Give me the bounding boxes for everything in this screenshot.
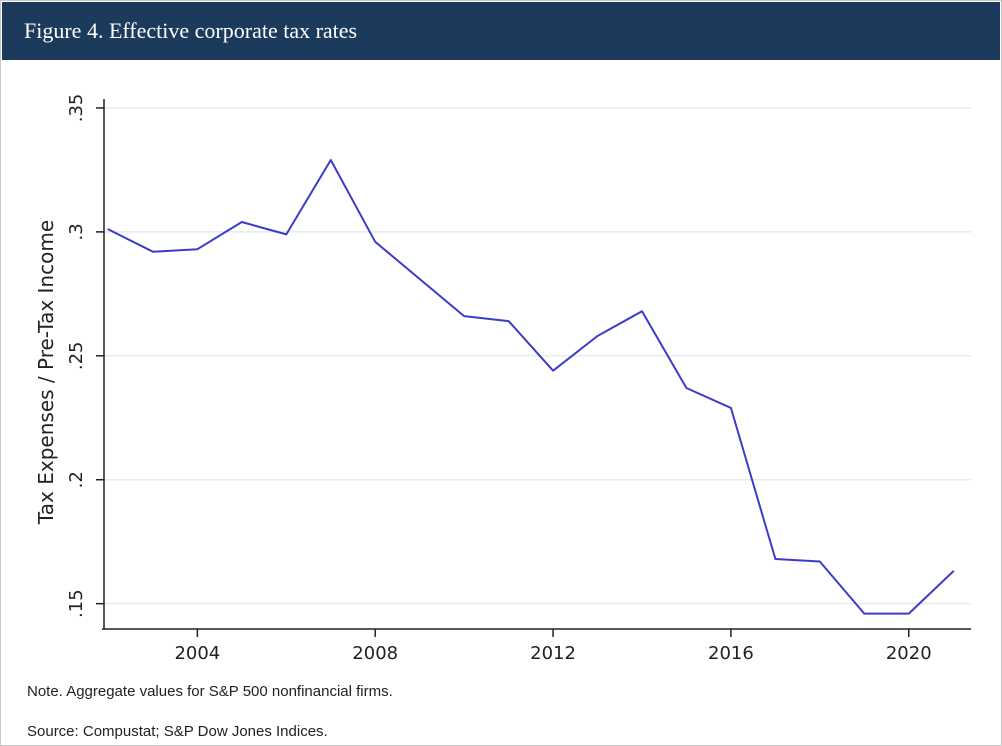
grid-lines: [104, 107, 971, 605]
x-tick-label: 2020: [886, 643, 932, 664]
line-chart: .15 .2 .25 .3 .35 2004 2008 2012 2016 2020 Tax Ex…: [34, 94, 971, 664]
y-axis-title: Tax Expenses / Pre-Tax Income: [34, 220, 58, 525]
y-tick-label: .3: [66, 223, 87, 240]
y-tick-label: .2: [66, 471, 87, 488]
figure-title: Figure 4. Effective corporate tax rates: [24, 18, 358, 43]
figure-source: Source: Compustat; S&P Dow Jones Indices…: [27, 723, 328, 740]
tick-labels: .15 .2 .25 .3 .35 2004 2008 2012 2016 2020: [66, 94, 932, 664]
y-tick-label: .25: [66, 341, 87, 370]
x-tick-label: 2004: [174, 643, 220, 664]
figure-header: Figure 4. Effective corporate tax rates: [2, 2, 1000, 60]
x-tick-label: 2012: [530, 643, 576, 664]
x-tick-label: 2008: [352, 643, 398, 664]
series-layer: [107, 159, 955, 615]
axes: [96, 99, 971, 637]
x-tick-label: 2016: [708, 643, 754, 664]
figure-note: Note. Aggregate values for S&P 500 nonfi…: [27, 683, 393, 700]
y-tick-label: .15: [66, 589, 87, 618]
y-tick-label: .35: [66, 94, 87, 123]
series-line: [107, 159, 955, 615]
